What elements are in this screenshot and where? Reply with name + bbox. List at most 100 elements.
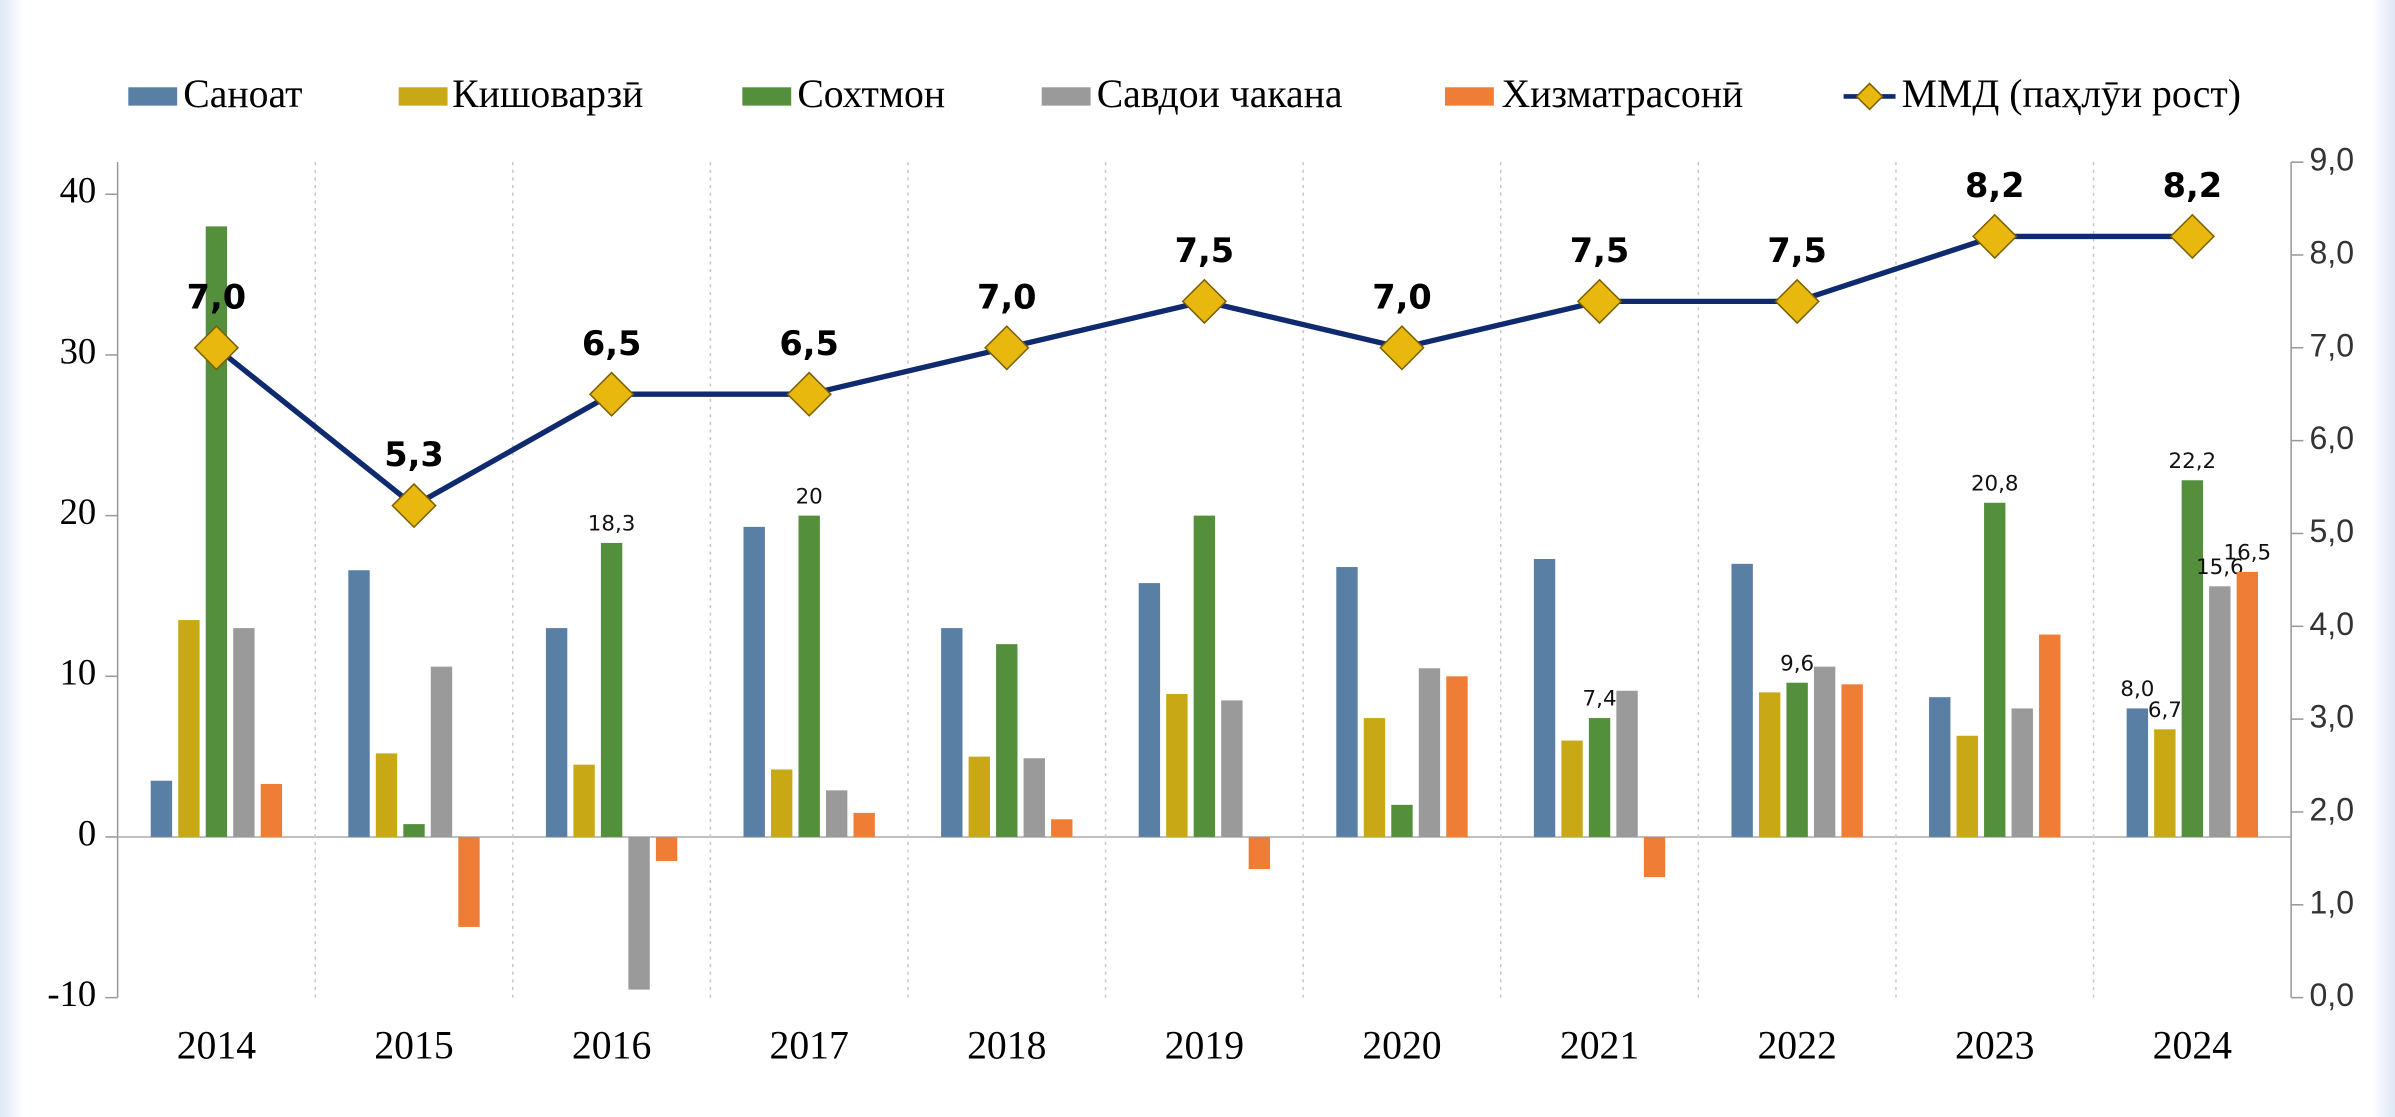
bar — [430, 666, 453, 837]
bar-value-label: 20,8 — [1971, 471, 2019, 496]
y2-tick-label: 0,0 — [2309, 977, 2354, 1013]
legend-label: ММД (паҳлӯи рост) — [1902, 72, 2241, 116]
y-tick-label: 0 — [78, 812, 96, 853]
y-tick-label: 10 — [60, 652, 97, 693]
bar — [771, 769, 793, 837]
bar — [628, 836, 650, 990]
bar — [600, 542, 623, 837]
bar — [941, 628, 963, 837]
line-value-label: 7,0 — [187, 277, 247, 316]
bar — [2209, 586, 2231, 837]
legend-swatch — [398, 87, 448, 106]
line-value-label: 7,0 — [977, 277, 1037, 316]
line-value-label: 7,0 — [1372, 277, 1432, 316]
legend-swatch — [1444, 87, 1494, 106]
y-tick-label: -10 — [47, 973, 96, 1014]
bar — [1166, 693, 1188, 837]
bar — [2011, 708, 2033, 837]
bar — [1336, 567, 1358, 837]
bar-value-label: 6,7 — [2148, 698, 2182, 723]
legend-marker — [1855, 82, 1884, 111]
bar — [1984, 502, 2006, 837]
bar — [1023, 758, 1045, 837]
marker — [1774, 278, 1820, 325]
bar — [2154, 729, 2176, 837]
bar — [348, 570, 370, 837]
bar — [1561, 740, 1583, 837]
bar — [178, 620, 200, 837]
y-tick-label: 30 — [60, 330, 97, 371]
bar — [2039, 634, 2061, 837]
bar — [403, 824, 425, 837]
bar-value-label: 22,2 — [2169, 449, 2217, 474]
y2-tick-label: 5,0 — [2309, 513, 2354, 549]
bar — [853, 812, 875, 837]
y2-tick-label: 6,0 — [2309, 420, 2354, 456]
bar — [205, 226, 228, 837]
marker — [1181, 278, 1228, 325]
x-tick-label: 2024 — [2153, 1024, 2233, 1068]
bar — [1588, 718, 1611, 837]
y2-tick-label: 4,0 — [2309, 606, 2354, 642]
line-value-label: 8,2 — [1965, 166, 2025, 205]
bar — [655, 836, 678, 862]
bar-value-label: 7,4 — [1583, 687, 1617, 712]
line-value-label: 7,5 — [1175, 231, 1235, 270]
x-tick-label: 2016 — [572, 1024, 651, 1068]
x-tick-label: 2019 — [1165, 1024, 1244, 1068]
bar — [2181, 480, 2204, 837]
bar — [968, 756, 990, 837]
legend-label: Кишоварзӣ — [452, 72, 643, 116]
x-tick-label: 2021 — [1560, 1024, 1639, 1068]
legend-label: Хизматрасонӣ — [1501, 72, 1743, 116]
bar — [1813, 666, 1836, 837]
bar — [743, 526, 765, 837]
bar — [260, 783, 283, 837]
legend-label: Савдои чакана — [1097, 72, 1343, 116]
bar — [825, 790, 848, 837]
bar-value-label: 16,5 — [2224, 541, 2272, 566]
marker — [193, 325, 240, 371]
legend-swatch — [742, 87, 792, 106]
bar-value-label: 9,6 — [1780, 651, 1814, 676]
bar — [996, 644, 1018, 837]
bar — [1418, 668, 1441, 837]
x-tick-label: 2018 — [967, 1024, 1046, 1068]
bar — [375, 753, 398, 837]
y2-tick-label: 8,0 — [2309, 234, 2354, 270]
y2-tick-label: 2,0 — [2309, 791, 2354, 827]
bar — [2126, 708, 2149, 837]
bar — [1221, 700, 1243, 837]
line-value-label: 6,5 — [779, 324, 839, 363]
line-value-label: 6,5 — [582, 324, 642, 363]
marker — [1379, 325, 1425, 371]
x-tick-label: 2015 — [374, 1024, 453, 1068]
y2-tick-label: 3,0 — [2309, 699, 2354, 735]
marker — [786, 371, 832, 417]
bar-value-label: 15,6 — [2196, 555, 2244, 580]
line-value-label: 5,3 — [384, 435, 444, 474]
x-tick-label: 2017 — [769, 1024, 848, 1068]
bar — [2236, 571, 2259, 837]
bar — [1956, 735, 1978, 837]
marker — [588, 371, 635, 417]
bar — [150, 780, 173, 837]
bar — [545, 628, 568, 837]
line-value-label: 7,5 — [1767, 231, 1827, 270]
bar-value-label: 18,3 — [588, 512, 636, 537]
bar — [1929, 697, 1951, 837]
legend-swatch — [128, 87, 178, 106]
bar-value-label: 8,0 — [2120, 677, 2154, 702]
bar — [1248, 836, 1271, 870]
marker — [984, 325, 1030, 371]
y-tick-label: 40 — [60, 170, 97, 211]
bar-value-label: 20 — [796, 484, 823, 509]
legend-swatch — [1041, 87, 1091, 106]
bar — [1193, 515, 1216, 837]
bar — [1616, 690, 1638, 837]
bar — [1533, 558, 1556, 837]
y2-tick-label: 7,0 — [2309, 327, 2354, 363]
bar — [1051, 819, 1073, 837]
